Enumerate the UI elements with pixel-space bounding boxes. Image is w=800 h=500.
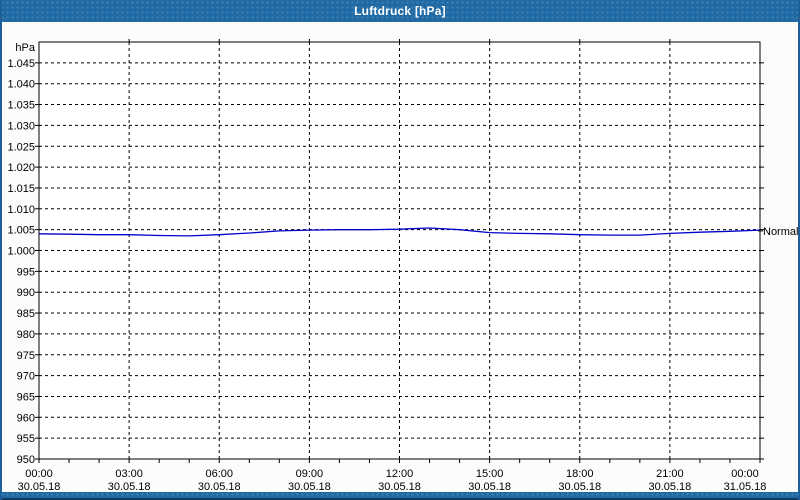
y-tick-label: 1.000 [7,246,35,258]
y-tick-label: 1.015 [7,183,35,195]
normal-annotation-label: Normal [763,226,798,238]
y-axis-unit-label: hPa [15,42,35,54]
window-title: Luftdruck [hPa] [354,4,446,18]
window-titlebar[interactable]: Luftdruck [hPa] [0,0,800,22]
x-tick-time-label: 00:00 [25,468,53,480]
y-tick-label: 1.010 [7,204,35,216]
x-tick-time-label: 06:00 [205,468,233,480]
x-tick-date-label: 30.05.18 [18,481,61,493]
y-tick-label: 1.025 [7,141,35,153]
x-tick-date-label: 31.05.18 [724,481,767,493]
pressure-series-line [38,227,761,237]
x-tick-time-label: 18:00 [566,468,594,480]
y-tick-label: 1.045 [7,58,35,70]
x-tick-time-label: 12:00 [386,468,414,480]
x-tick-date-label: 30.05.18 [198,481,241,493]
x-tick-time-label: 00:00 [731,468,759,480]
x-tick-date-label: 30.05.18 [468,481,511,493]
y-tick-label: 1.040 [7,79,35,91]
x-tick-date-label: 30.05.18 [648,481,691,493]
y-tick-label: 995 [17,266,35,278]
x-tick-time-label: 09:00 [296,468,324,480]
y-tick-label: 1.005 [7,225,35,237]
x-tick-time-label: 03:00 [115,468,143,480]
window-border-right [798,0,800,500]
x-tick-date-label: 30.05.18 [288,481,331,493]
x-tick-time-label: 21:00 [656,468,684,480]
y-tick-label: 965 [17,391,35,403]
x-tick-date-label: 30.05.18 [108,481,151,493]
y-tick-label: 1.020 [7,162,35,174]
y-tick-label: 1.035 [7,100,35,112]
window-bottombar [0,492,800,500]
x-tick-date-label: 30.05.18 [558,481,601,493]
y-tick-label: 970 [17,371,35,383]
y-tick-label: 975 [17,350,35,362]
x-tick-date-label: 30.05.18 [378,481,421,493]
y-tick-label: 990 [17,287,35,299]
y-tick-label: 950 [17,454,35,466]
window-border-left [0,0,2,500]
y-tick-label: 960 [17,412,35,424]
x-tick-time-label: 15:00 [476,468,504,480]
y-tick-label: 980 [17,329,35,341]
y-tick-label: 1.030 [7,120,35,132]
y-tick-label: 955 [17,433,35,445]
y-tick-label: 985 [17,308,35,320]
